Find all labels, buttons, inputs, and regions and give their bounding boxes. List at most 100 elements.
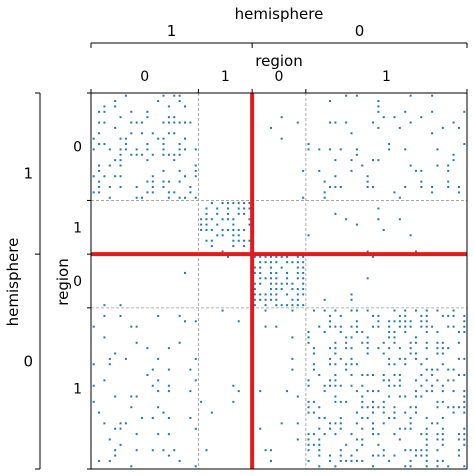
adjacency-point xyxy=(98,186,101,188)
adjacency-point xyxy=(431,110,434,113)
adjacency-point xyxy=(259,277,262,280)
adjacency-point xyxy=(334,374,337,376)
adjacency-point xyxy=(414,406,417,409)
adjacency-point xyxy=(404,186,407,188)
adjacency-point xyxy=(388,379,391,382)
adjacency-point xyxy=(280,255,283,258)
adjacency-point xyxy=(420,433,423,436)
adjacency-point xyxy=(119,175,122,178)
adjacency-point xyxy=(339,331,342,334)
adjacency-point xyxy=(447,169,450,172)
region-tick-label-left: 0 xyxy=(73,140,82,156)
adjacency-point xyxy=(393,433,396,436)
adjacency-point xyxy=(151,175,154,178)
adjacency-point xyxy=(393,331,396,334)
adjacency-point xyxy=(463,406,466,409)
adjacency-point xyxy=(425,357,428,360)
adjacency-point xyxy=(436,148,439,151)
adjacency-point xyxy=(184,175,186,178)
adjacency-point xyxy=(334,186,337,188)
adjacency-point xyxy=(463,411,466,414)
adjacency-point xyxy=(404,110,407,113)
adjacency-point xyxy=(441,433,444,436)
adjacency-point xyxy=(431,325,434,328)
adjacency-point xyxy=(130,325,133,328)
adjacency-point xyxy=(372,454,374,457)
adjacency-point xyxy=(436,438,439,441)
adjacency-point xyxy=(205,449,208,452)
adjacency-point xyxy=(393,309,396,312)
adjacency-point xyxy=(114,454,117,457)
hemisphere-tick-label-top: 1 xyxy=(167,22,177,40)
adjacency-point xyxy=(463,320,466,323)
adjacency-point xyxy=(404,331,407,334)
adjacency-point xyxy=(350,454,353,457)
adjacency-point xyxy=(436,459,439,462)
adjacency-point xyxy=(355,223,358,226)
adjacency-point xyxy=(119,186,122,188)
adjacency-point xyxy=(420,454,423,457)
adjacency-point xyxy=(318,427,321,430)
adjacency-point xyxy=(452,368,455,371)
adjacency-point xyxy=(420,186,423,188)
adjacency-point xyxy=(173,153,176,156)
adjacency-point xyxy=(103,175,106,178)
adjacency-point xyxy=(409,422,412,425)
adjacency-point xyxy=(189,121,192,124)
adjacency-point xyxy=(269,255,272,258)
adjacency-point xyxy=(151,449,154,452)
adjacency-point xyxy=(103,379,106,382)
adjacency-point xyxy=(425,443,428,446)
adjacency-point xyxy=(167,368,170,371)
adjacency-point xyxy=(124,422,127,425)
top-outer-axis-label: hemisphere xyxy=(235,5,324,23)
adjacency-point xyxy=(119,422,122,425)
adjacency-point xyxy=(361,384,364,387)
adjacency-point xyxy=(135,153,138,156)
adjacency-point xyxy=(393,416,396,419)
adjacency-point xyxy=(339,384,342,387)
adjacency-point xyxy=(404,427,407,430)
adjacency-point xyxy=(409,347,412,350)
adjacency-point xyxy=(205,218,208,221)
adjacency-point xyxy=(296,266,299,269)
adjacency-point xyxy=(162,186,165,188)
adjacency-point xyxy=(382,406,385,409)
adjacency-point xyxy=(398,126,401,129)
plot-area xyxy=(90,92,468,470)
adjacency-point xyxy=(259,282,262,285)
adjacency-point xyxy=(361,438,364,441)
adjacency-point xyxy=(205,228,208,231)
adjacency-point xyxy=(307,449,310,452)
adjacency-point xyxy=(377,443,380,446)
adjacency-point xyxy=(178,459,181,462)
adjacency-point xyxy=(393,384,396,387)
adjacency-point xyxy=(259,427,262,430)
adjacency-point xyxy=(167,433,170,436)
adjacency-point xyxy=(431,422,434,425)
adjacency-point xyxy=(409,416,412,419)
adjacency-point xyxy=(345,443,348,446)
adjacency-point xyxy=(275,261,278,264)
adjacency-point xyxy=(393,320,396,323)
adjacency-point xyxy=(200,400,203,403)
adjacency-point xyxy=(452,379,455,382)
adjacency-point xyxy=(382,341,385,344)
adjacency-point xyxy=(167,384,170,387)
adjacency-point xyxy=(447,465,450,468)
adjacency-point xyxy=(329,379,332,382)
adjacency-point xyxy=(414,390,417,393)
adjacency-point xyxy=(377,406,380,409)
adjacency-point xyxy=(151,132,154,135)
adjacency-point xyxy=(221,202,224,205)
adjacency-point xyxy=(259,266,262,269)
adjacency-point xyxy=(184,196,186,199)
adjacency-point xyxy=(135,433,138,436)
adjacency-point xyxy=(457,454,460,457)
adjacency-point xyxy=(452,411,455,414)
adjacency-point xyxy=(296,288,299,291)
adjacency-point xyxy=(130,132,133,135)
adjacency-point xyxy=(420,384,423,387)
adjacency-point xyxy=(355,449,358,452)
hemisphere-tick-label-left: 0 xyxy=(23,353,33,371)
